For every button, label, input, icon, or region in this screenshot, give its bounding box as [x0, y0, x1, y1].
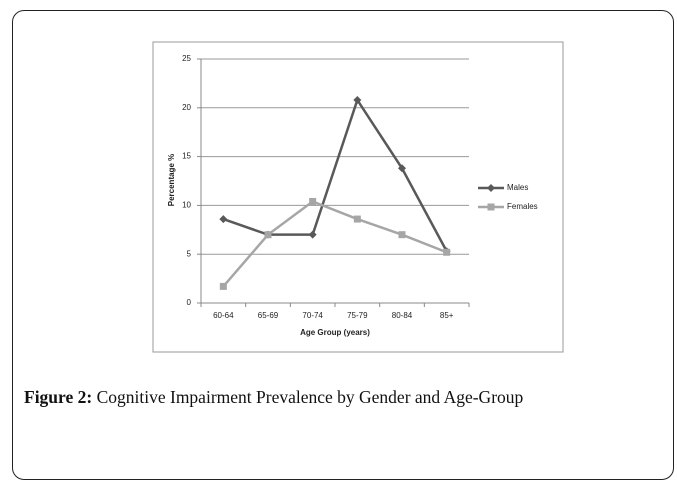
series-line	[222, 200, 448, 288]
y-tick-label: 15	[182, 152, 191, 161]
caption-text: Cognitive Impairment Prevalence by Gende…	[96, 387, 524, 407]
data-point	[264, 231, 272, 239]
data-point	[308, 230, 317, 239]
x-tick-label: 85+	[440, 311, 454, 320]
y-axis-label: Percentage %	[167, 154, 176, 206]
data-point	[353, 215, 361, 223]
y-tick-label: 25	[182, 54, 191, 63]
data-point	[353, 95, 362, 104]
y-tick-label: 5	[187, 249, 192, 258]
legend-label: Females	[507, 202, 538, 211]
x-tick-label: 65-69	[258, 311, 279, 320]
page: Percentage % Age Group (years) 0 5 10 15 20 2…	[12, 10, 674, 480]
chart: Percentage % Age Group (years) 0 5 10 15 20 2…	[152, 41, 564, 353]
y-tick-label: 20	[182, 103, 191, 112]
y-tick-label: 0	[187, 298, 192, 307]
x-tick-label: 60-64	[213, 311, 234, 320]
y-tick-label: 10	[182, 201, 191, 210]
legend-marker	[487, 184, 495, 192]
data-point	[219, 215, 228, 224]
caption-label: Figure 2:	[24, 387, 93, 407]
x-tick-label: 80-84	[392, 311, 413, 320]
data-point	[398, 164, 406, 173]
legend-label: Males	[507, 183, 528, 192]
caption: Figure 2: Cognitive Impairment Prevalenc…	[24, 382, 666, 412]
data-point	[398, 231, 406, 239]
x-tick-label: 75-79	[347, 311, 368, 320]
chart-frame	[152, 41, 564, 353]
x-tick-label: 70-74	[302, 311, 323, 320]
series-line	[222, 97, 448, 252]
data-point	[219, 282, 227, 290]
data-point	[309, 197, 317, 205]
x-axis-label: Age Group (years)	[300, 328, 370, 337]
legend-marker	[487, 203, 495, 211]
data-point	[443, 248, 451, 256]
